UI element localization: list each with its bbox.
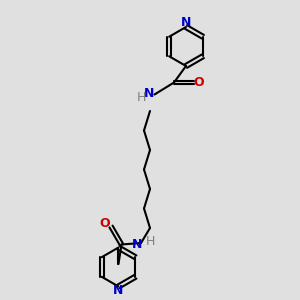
- Text: H: H: [136, 91, 146, 104]
- Text: O: O: [194, 76, 204, 89]
- Text: H: H: [146, 235, 155, 248]
- Text: N: N: [181, 16, 191, 29]
- Text: N: N: [144, 86, 154, 100]
- Text: N: N: [113, 284, 124, 298]
- Text: N: N: [132, 238, 142, 251]
- Text: O: O: [100, 217, 110, 230]
